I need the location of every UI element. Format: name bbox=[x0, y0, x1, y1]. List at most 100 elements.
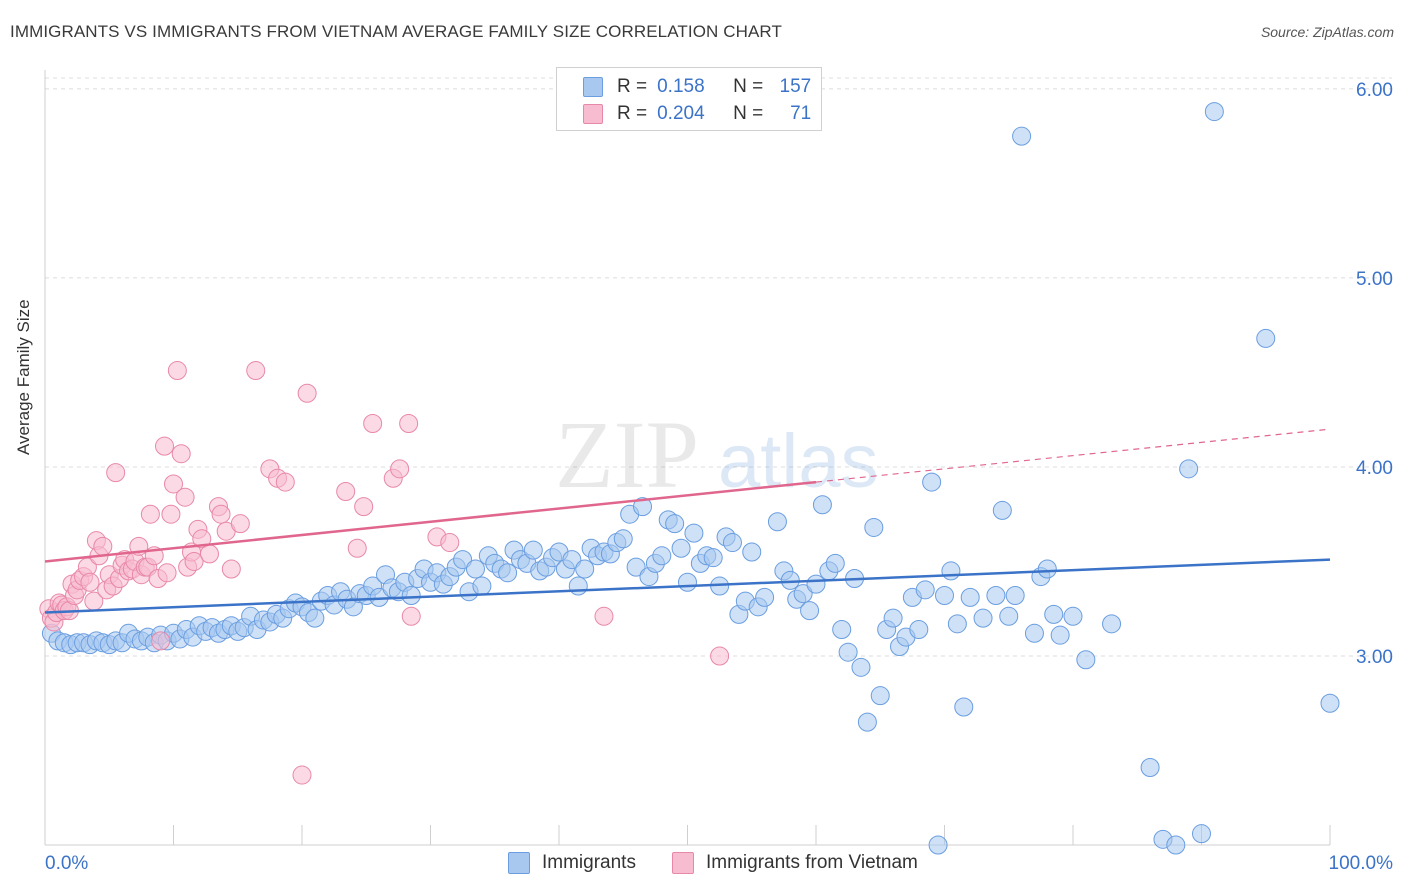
data-point-immigrants bbox=[800, 601, 820, 621]
data-point-vietnam bbox=[230, 514, 250, 534]
data-point-vietnam bbox=[192, 529, 212, 549]
data-point-vietnam bbox=[347, 538, 367, 558]
legend-n-value: 71 bbox=[790, 103, 812, 124]
stats-legend: R = 0.158 N = 157 R = 0.204 N = 71 bbox=[556, 67, 822, 131]
source-label: Source: ZipAtlas.com bbox=[1260, 24, 1394, 40]
data-point-immigrants bbox=[678, 572, 697, 592]
data-point-immigrants bbox=[1256, 328, 1276, 348]
legend-r-value: 0.204 bbox=[657, 103, 705, 124]
trend-line-vietnam-extension bbox=[815, 428, 1331, 483]
data-point-immigrants bbox=[960, 587, 980, 607]
data-point-immigrants bbox=[755, 587, 775, 607]
data-point-immigrants bbox=[928, 835, 948, 855]
legend-swatch-pink bbox=[583, 104, 603, 124]
data-point-vietnam bbox=[80, 572, 100, 592]
data-point-vietnam bbox=[401, 606, 421, 626]
data-point-immigrants bbox=[1140, 758, 1160, 777]
data-point-immigrants bbox=[986, 585, 1006, 605]
legend-n-label: N = bbox=[733, 76, 764, 97]
data-point-immigrants bbox=[498, 563, 518, 583]
data-point-vietnam bbox=[390, 459, 410, 479]
legend-n-value: 157 bbox=[779, 76, 812, 97]
data-point-vietnam bbox=[151, 631, 171, 651]
tick-labels: 3.00 4.00 5.00 6.00 0.0% 100.0% bbox=[45, 80, 1393, 874]
trend-lines bbox=[44, 428, 1331, 614]
bottom-legend-label: Immigrants from Vietnam bbox=[706, 852, 918, 873]
watermark: ZIP atlas bbox=[555, 401, 879, 508]
data-point-immigrants bbox=[684, 523, 704, 543]
data-point-immigrants bbox=[633, 497, 653, 517]
data-point-immigrants bbox=[453, 550, 473, 570]
trend-line-vietnam bbox=[44, 480, 817, 563]
series-immigrants bbox=[41, 102, 1340, 855]
data-point-immigrants bbox=[523, 540, 543, 560]
data-point-vietnam bbox=[155, 436, 175, 456]
data-point-immigrants bbox=[851, 657, 871, 677]
data-point-vietnam bbox=[275, 472, 295, 492]
watermark-zip: ZIP bbox=[555, 401, 699, 508]
data-point-immigrants bbox=[613, 529, 633, 549]
data-point-vietnam bbox=[167, 361, 187, 381]
data-point-vietnam bbox=[710, 646, 730, 666]
y-axis-label: Average Family Size bbox=[14, 299, 33, 455]
data-point-immigrants bbox=[825, 553, 845, 573]
data-point-immigrants bbox=[812, 495, 832, 515]
data-point-vietnam bbox=[399, 413, 419, 433]
data-point-immigrants bbox=[465, 559, 485, 579]
data-point-immigrants bbox=[935, 585, 954, 605]
legend-swatch-blue bbox=[583, 77, 603, 97]
data-point-immigrants bbox=[1044, 604, 1064, 624]
data-point-immigrants bbox=[1063, 606, 1083, 626]
data-point-vietnam bbox=[336, 482, 356, 502]
legend-row-vietnam: R = 0.204 N = 71 bbox=[583, 103, 811, 125]
data-point-immigrants bbox=[954, 697, 974, 717]
data-point-immigrants bbox=[767, 512, 787, 532]
legend-r-value: 0.158 bbox=[657, 76, 705, 97]
data-point-immigrants bbox=[742, 542, 762, 562]
data-point-immigrants bbox=[947, 614, 967, 634]
legend-r-label: R = bbox=[617, 76, 648, 97]
data-point-immigrants bbox=[472, 576, 492, 596]
data-point-immigrants bbox=[973, 608, 993, 628]
data-point-immigrants bbox=[1005, 585, 1025, 605]
bottom-legend: Immigrants Immigrants from Vietnam bbox=[0, 852, 1406, 876]
x-tick-label: 100.0% bbox=[1329, 853, 1394, 874]
data-point-vietnam bbox=[140, 504, 160, 524]
legend-n-label: N = bbox=[733, 103, 764, 124]
data-point-immigrants bbox=[562, 550, 582, 570]
data-point-immigrants bbox=[864, 517, 884, 537]
data-point-immigrants bbox=[883, 608, 903, 628]
data-point-immigrants bbox=[915, 580, 935, 600]
bottom-legend-label: Immigrants bbox=[542, 852, 636, 873]
data-point-immigrants bbox=[1102, 614, 1122, 634]
data-point-immigrants bbox=[1050, 625, 1070, 645]
data-point-vietnam bbox=[199, 544, 219, 564]
data-point-vietnam bbox=[93, 536, 113, 556]
data-point-vietnam bbox=[184, 551, 204, 571]
data-point-immigrants bbox=[1166, 835, 1186, 855]
data-point-vietnam bbox=[211, 504, 231, 524]
axes bbox=[44, 70, 1331, 846]
data-point-immigrants bbox=[1024, 623, 1044, 643]
data-point-immigrants bbox=[722, 533, 742, 553]
data-point-immigrants bbox=[1012, 126, 1032, 146]
y-tick-label: 4.00 bbox=[1356, 458, 1393, 479]
y-tick-label: 3.00 bbox=[1356, 647, 1393, 668]
data-point-immigrants bbox=[568, 576, 588, 596]
series-vietnam bbox=[39, 361, 730, 785]
data-point-immigrants bbox=[575, 559, 595, 579]
bottom-legend-swatch-blue bbox=[508, 852, 530, 874]
data-point-vietnam bbox=[246, 361, 266, 381]
data-point-immigrants bbox=[870, 686, 890, 706]
data-point-vietnam bbox=[221, 559, 241, 579]
data-point-vietnam bbox=[157, 563, 177, 583]
chart-title: IMMIGRANTS VS IMMIGRANTS FROM VIETNAM AV… bbox=[10, 22, 782, 41]
data-point-immigrants bbox=[941, 561, 961, 581]
data-point-vietnam bbox=[594, 606, 614, 626]
data-point-immigrants bbox=[652, 546, 672, 566]
data-point-vietnam bbox=[292, 765, 312, 785]
data-point-immigrants bbox=[857, 712, 877, 732]
x-tick-label: 0.0% bbox=[45, 853, 88, 874]
data-point-vietnam bbox=[161, 504, 181, 524]
